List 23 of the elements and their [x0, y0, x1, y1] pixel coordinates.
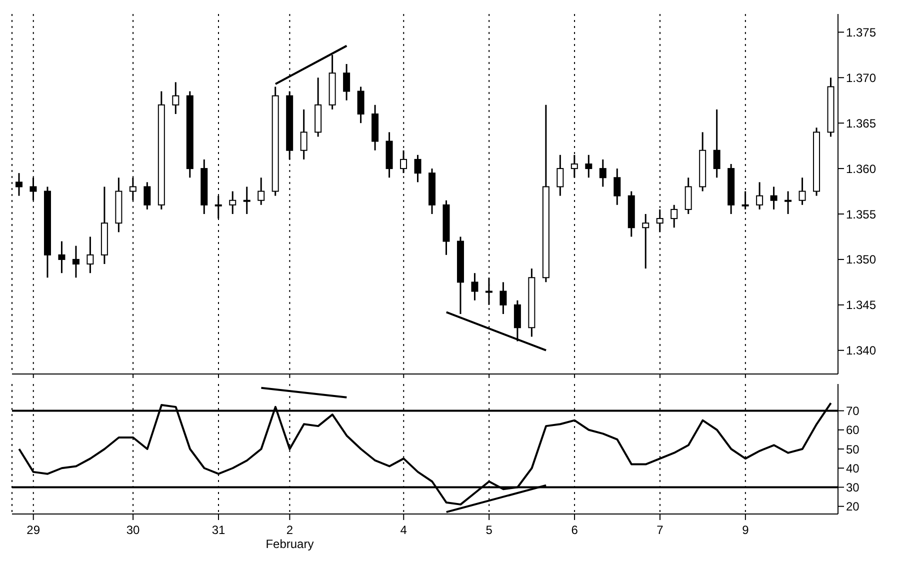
y-tick-label: 40	[846, 461, 860, 476]
x-tick-label: 9	[742, 523, 750, 537]
x-tick-label: 6	[571, 523, 578, 537]
y-tick-label: 1.345	[846, 298, 876, 312]
y-tick-label: 50	[846, 442, 860, 456]
y-tick-label: 1.365	[846, 116, 876, 130]
y-tick-label: 70	[846, 404, 860, 418]
x-tick-label: 30	[126, 523, 140, 537]
y-tick-label: 1.375	[846, 25, 876, 40]
x-tick-label: 29	[26, 523, 40, 537]
x-tick-label: 7	[656, 523, 664, 537]
x-tick-label: 31	[212, 523, 226, 537]
y-tick-label: 1.370	[846, 70, 876, 85]
y-tick-label: 1.360	[846, 162, 876, 176]
y-tick-label: 1.355	[846, 207, 876, 222]
x-tick-label: 4	[400, 523, 408, 537]
x-tick-label: 5	[486, 523, 493, 537]
y-tick-label: 30	[846, 480, 860, 494]
x-tick-label: 2 February	[266, 523, 314, 551]
y-tick-label: 1.340	[846, 344, 876, 358]
y-tick-label: 60	[846, 423, 860, 438]
y-tick-label: 1.350	[846, 252, 876, 267]
y-tick-label: 20	[846, 500, 860, 514]
